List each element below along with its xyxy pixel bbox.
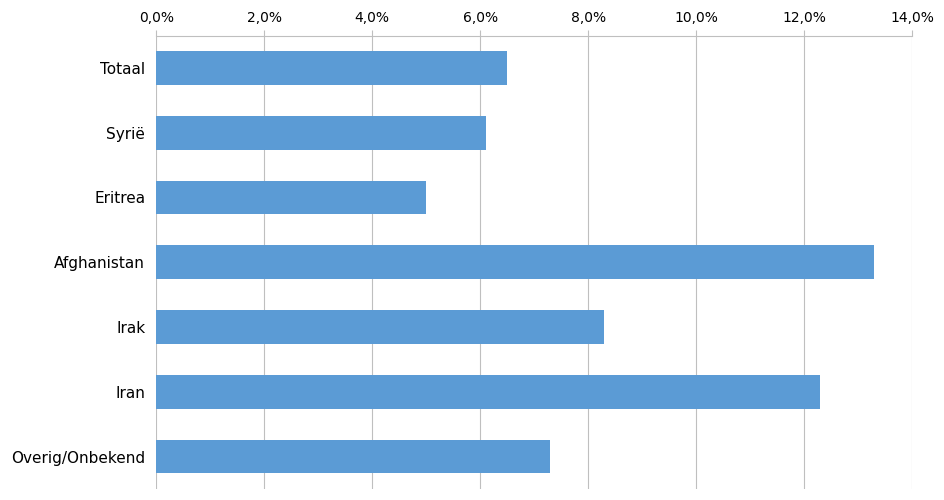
- Bar: [156, 310, 603, 344]
- Bar: [156, 180, 426, 214]
- Bar: [156, 440, 549, 474]
- Bar: [156, 246, 873, 279]
- Bar: [156, 375, 819, 408]
- Bar: [156, 116, 485, 150]
- Bar: [156, 51, 507, 84]
